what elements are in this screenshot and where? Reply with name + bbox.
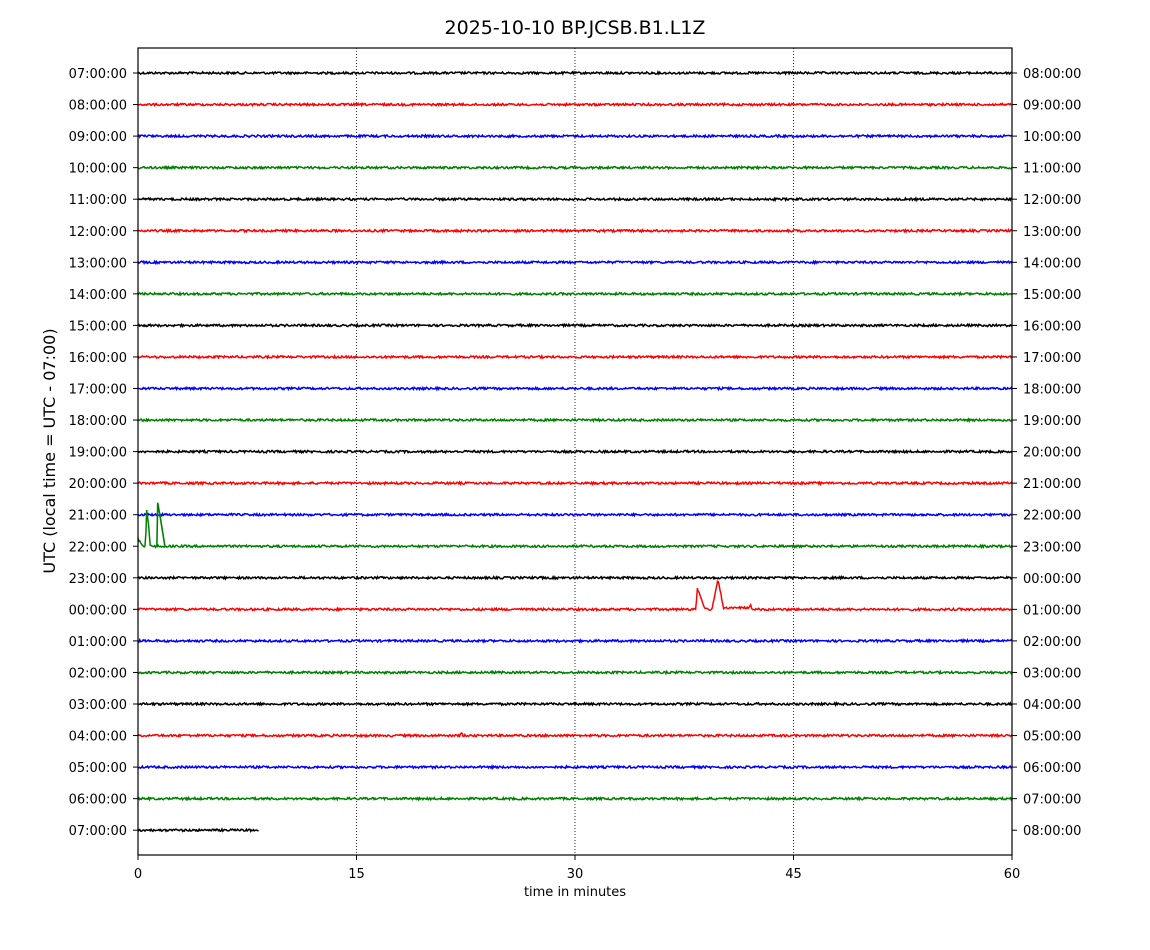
left-y-axis: 07:00:00 08:00:00 09:00:00 10:00:00 11:00:00…: [69, 67, 138, 839]
y-tick-label-right: 03:00:00: [1023, 666, 1081, 681]
y-tick-label-right: 17:00:00: [1023, 351, 1081, 366]
y-tick-label-left: 08:00:00: [69, 99, 127, 114]
trace-line: [137, 164, 1013, 171]
y-tick-label-right: 11:00:00: [1023, 162, 1081, 177]
y-tick-label-left: 22:00:00: [69, 540, 127, 555]
y-tick-label-left: 12:00:00: [69, 225, 127, 240]
y-tick-label-right: 07:00:00: [1023, 793, 1081, 808]
seismic-traces: [137, 69, 1013, 833]
y-tick-label-right: 14:00:00: [1023, 256, 1081, 271]
x-tick-label: 0: [134, 867, 142, 882]
x-tick-label: 30: [567, 867, 584, 882]
trace-line: [137, 764, 1013, 771]
y-tick-label-right: 19:00:00: [1023, 414, 1081, 429]
trace-spike: [156, 502, 166, 547]
trace-line: [137, 448, 1013, 455]
trace-line: [137, 580, 1013, 613]
y-tick-label-left: 00:00:00: [69, 603, 127, 618]
y-tick-label-left: 13:00:00: [69, 256, 127, 271]
trace-line: [137, 827, 259, 833]
y-tick-label-left: 09:00:00: [69, 130, 127, 145]
y-tick-label-left: 05:00:00: [69, 761, 127, 776]
trace-line: [137, 511, 1013, 518]
trace-line: [137, 133, 1013, 140]
y-axis-label: UTC (local time = UTC - 07:00): [40, 328, 59, 573]
trace-line: [137, 353, 1013, 360]
trace-line: [137, 259, 1013, 266]
y-tick-label-left: 15:00:00: [69, 319, 127, 334]
y-tick-label-right: 16:00:00: [1023, 319, 1081, 334]
x-tick-label: 45: [785, 867, 802, 882]
y-tick-label-left: 19:00:00: [69, 446, 127, 461]
trace-line: [137, 69, 1013, 76]
trace-line: [137, 637, 1013, 644]
y-tick-label-right: 18:00:00: [1023, 383, 1081, 398]
trace-line: [137, 795, 1013, 802]
y-tick-label-right: 08:00:00: [1023, 824, 1081, 839]
y-tick-label-right: 22:00:00: [1023, 509, 1081, 524]
y-tick-label-left: 16:00:00: [69, 351, 127, 366]
trace-line: [137, 196, 1013, 203]
trace-line: [137, 322, 1013, 329]
trace-line: [137, 509, 1013, 550]
y-tick-label-left: 21:00:00: [69, 509, 127, 524]
trace-line: [137, 574, 1013, 581]
gridlines: [356, 48, 794, 855]
trace-line: [137, 417, 1013, 424]
y-tick-label-left: 17:00:00: [69, 383, 127, 398]
y-tick-label-right: 15:00:00: [1023, 288, 1081, 303]
trace-line: [137, 101, 1013, 108]
y-tick-label-right: 05:00:00: [1023, 730, 1081, 745]
y-tick-label-left: 10:00:00: [69, 162, 127, 177]
y-tick-label-right: 02:00:00: [1023, 635, 1081, 650]
x-tick-label: 15: [348, 867, 365, 882]
y-tick-label-right: 01:00:00: [1023, 603, 1081, 618]
y-tick-label-right: 08:00:00: [1023, 67, 1081, 82]
y-tick-label-right: 20:00:00: [1023, 446, 1081, 461]
y-tick-label-left: 06:00:00: [69, 793, 127, 808]
y-tick-label-right: 13:00:00: [1023, 225, 1081, 240]
y-tick-label-left: 23:00:00: [69, 572, 127, 587]
trace-line: [137, 385, 1013, 392]
y-tick-label-left: 01:00:00: [69, 635, 127, 650]
trace-line: [137, 669, 1013, 676]
y-tick-label-left: 07:00:00: [69, 67, 127, 82]
y-tick-label-right: 23:00:00: [1023, 540, 1081, 555]
trace-line: [137, 227, 1013, 234]
y-tick-label-left: 14:00:00: [69, 288, 127, 303]
y-tick-label-left: 04:00:00: [69, 730, 127, 745]
trace-line: [137, 290, 1013, 297]
y-tick-label-right: 12:00:00: [1023, 193, 1081, 208]
right-y-axis: 08:00:00 09:00:00 10:00:00 11:00:00 12:00:00…: [1012, 67, 1081, 839]
y-tick-label-left: 03:00:00: [69, 698, 127, 713]
y-tick-label-left: 02:00:00: [69, 666, 127, 681]
trace-line: [137, 701, 1013, 708]
trace-line: [137, 732, 1013, 739]
y-tick-label-left: 07:00:00: [69, 824, 127, 839]
y-tick-label-right: 04:00:00: [1023, 698, 1081, 713]
chart-title: 2025-10-10 BP.JCSB.B1.L1Z: [445, 17, 706, 39]
y-tick-label-left: 20:00:00: [69, 477, 127, 492]
y-tick-label-right: 06:00:00: [1023, 761, 1081, 776]
x-tick-label: 60: [1004, 867, 1021, 882]
x-axis: 0 15 30 45 60: [134, 855, 1020, 882]
y-tick-label-left: 18:00:00: [69, 414, 127, 429]
y-tick-label-right: 09:00:00: [1023, 99, 1081, 114]
y-tick-label-right: 00:00:00: [1023, 572, 1081, 587]
y-tick-label-right: 21:00:00: [1023, 477, 1081, 492]
x-axis-label: time in minutes: [524, 885, 626, 900]
y-tick-label-right: 10:00:00: [1023, 130, 1081, 145]
trace-line: [138, 480, 1013, 487]
y-tick-label-left: 11:00:00: [69, 193, 127, 208]
